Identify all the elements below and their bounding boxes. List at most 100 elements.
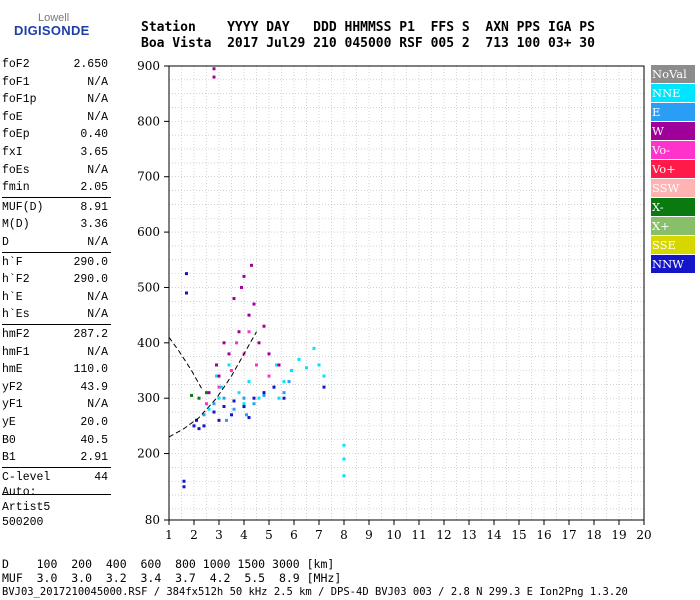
param-label: foF1p	[2, 93, 37, 107]
data-point-e	[212, 402, 216, 406]
param-value: 290.0	[73, 255, 108, 269]
x-tick-label: 1	[165, 528, 173, 542]
x-tick-label: 6	[290, 528, 298, 542]
x-tick-label: 3	[215, 528, 223, 542]
data-point-nne	[317, 363, 321, 367]
plot-frame	[168, 65, 645, 521]
param-label: foEp	[2, 128, 30, 142]
data-point-e	[245, 413, 248, 417]
param-row: fmin 2.05	[2, 181, 108, 199]
data-point-e	[242, 396, 246, 400]
legend-item-vo: Vo-	[651, 141, 695, 159]
param-label: foF2	[2, 58, 30, 71]
param-label: hmE	[2, 363, 23, 377]
y-tick-label: 500	[137, 280, 160, 294]
data-point-nne	[257, 396, 261, 400]
data-point-nne	[237, 391, 241, 395]
param-label: C-level	[2, 470, 51, 484]
param-label: B0	[2, 433, 16, 447]
param-row: foEp 0.40	[2, 128, 108, 146]
param-row: yF2 43.9	[2, 381, 108, 399]
data-point-nnw	[202, 424, 206, 428]
param-row: M(D) 3.36	[2, 218, 108, 236]
data-point-w	[277, 363, 281, 367]
legend-item-sse: SSE	[651, 236, 695, 254]
data-point-x	[197, 396, 201, 400]
x-tick-label: 10	[386, 528, 401, 542]
data-point-vo	[267, 374, 271, 378]
distance-row: D 100 200 400 600 800 1000 1500 3000 [km…	[2, 557, 335, 571]
x-tick-label: 9	[365, 528, 373, 542]
legend-item-noval: NoVal	[651, 65, 695, 83]
x-tick-label: 17	[561, 528, 576, 542]
param-label: h`Es	[2, 308, 30, 322]
data-point-nnw	[272, 385, 276, 389]
param-value: 43.9	[80, 380, 108, 394]
param-label: hmF2	[2, 328, 30, 341]
param-value: 2.650	[73, 58, 108, 71]
data-point-nnw	[230, 413, 233, 417]
data-point-e	[222, 396, 226, 400]
x-tick-label: 20	[636, 528, 651, 542]
data-point-nne	[290, 369, 293, 373]
dashed-profile-upper-line	[168, 337, 202, 389]
param-label: hmF1	[2, 345, 30, 359]
param-label: foE	[2, 110, 23, 124]
data-point-w	[240, 285, 243, 289]
data-point-w	[247, 313, 251, 317]
param-row: C-level 44	[2, 471, 108, 489]
param-value: N/A	[87, 93, 108, 107]
x-tick-label: 16	[536, 528, 551, 542]
data-point-e	[282, 391, 286, 395]
data-point-w	[222, 341, 226, 345]
param-value: 110.0	[73, 363, 108, 377]
param-separator	[2, 324, 111, 325]
param-label: h`F	[2, 255, 23, 269]
data-point-e	[287, 380, 291, 384]
x-tick-label: 19	[611, 528, 626, 542]
x-tick-label: 2	[190, 528, 198, 542]
param-value: N/A	[87, 110, 108, 124]
param-value: 2.05	[80, 181, 108, 195]
data-point-nnw	[217, 418, 221, 422]
param-label: yF2	[2, 380, 23, 394]
param-value: 287.2	[73, 328, 108, 341]
data-point-x	[190, 393, 193, 397]
param-label: foF1	[2, 75, 30, 89]
param-value: N/A	[87, 290, 108, 304]
data-point-nne	[275, 363, 278, 367]
legend-item-x: X+	[651, 217, 695, 235]
data-point-nnw	[247, 416, 251, 420]
param-label: fmin	[2, 181, 30, 195]
data-point-vo	[230, 369, 233, 373]
y-tick-label: 200	[137, 447, 160, 461]
param-label: yE	[2, 416, 16, 429]
param-value: 3.36	[80, 218, 108, 232]
param-row: foEs N/A	[2, 164, 108, 182]
data-point-nne	[247, 380, 251, 384]
data-point-vo	[205, 402, 208, 406]
param-row: hmF2 287.2	[2, 328, 108, 346]
data-point-w	[257, 341, 261, 345]
param-label: MUF(D)	[2, 200, 44, 214]
data-point-nnw	[222, 405, 226, 408]
param-separator	[2, 466, 111, 468]
y-tick-label: 400	[137, 336, 160, 350]
data-point-w	[232, 297, 236, 301]
logo-brand-digisonde: DIGISONDE	[14, 23, 90, 38]
data-point-nnw	[282, 396, 286, 400]
legend-item-e: E	[651, 103, 695, 121]
param-value: 8.91	[80, 200, 108, 214]
data-point-nnw	[212, 410, 216, 414]
data-point-nnw	[185, 291, 188, 295]
data-point-e	[232, 407, 236, 411]
legend-item-vo: Vo+	[651, 160, 695, 178]
legend-item-w: W	[651, 122, 695, 140]
param-value: N/A	[87, 75, 108, 89]
data-point-w	[227, 352, 231, 356]
data-point-nne	[322, 374, 326, 378]
legend-item-x: X-	[651, 198, 695, 216]
param-row: foF2 2.650	[2, 58, 108, 76]
param-value: 20.0	[80, 416, 108, 429]
param-separator	[2, 251, 111, 253]
